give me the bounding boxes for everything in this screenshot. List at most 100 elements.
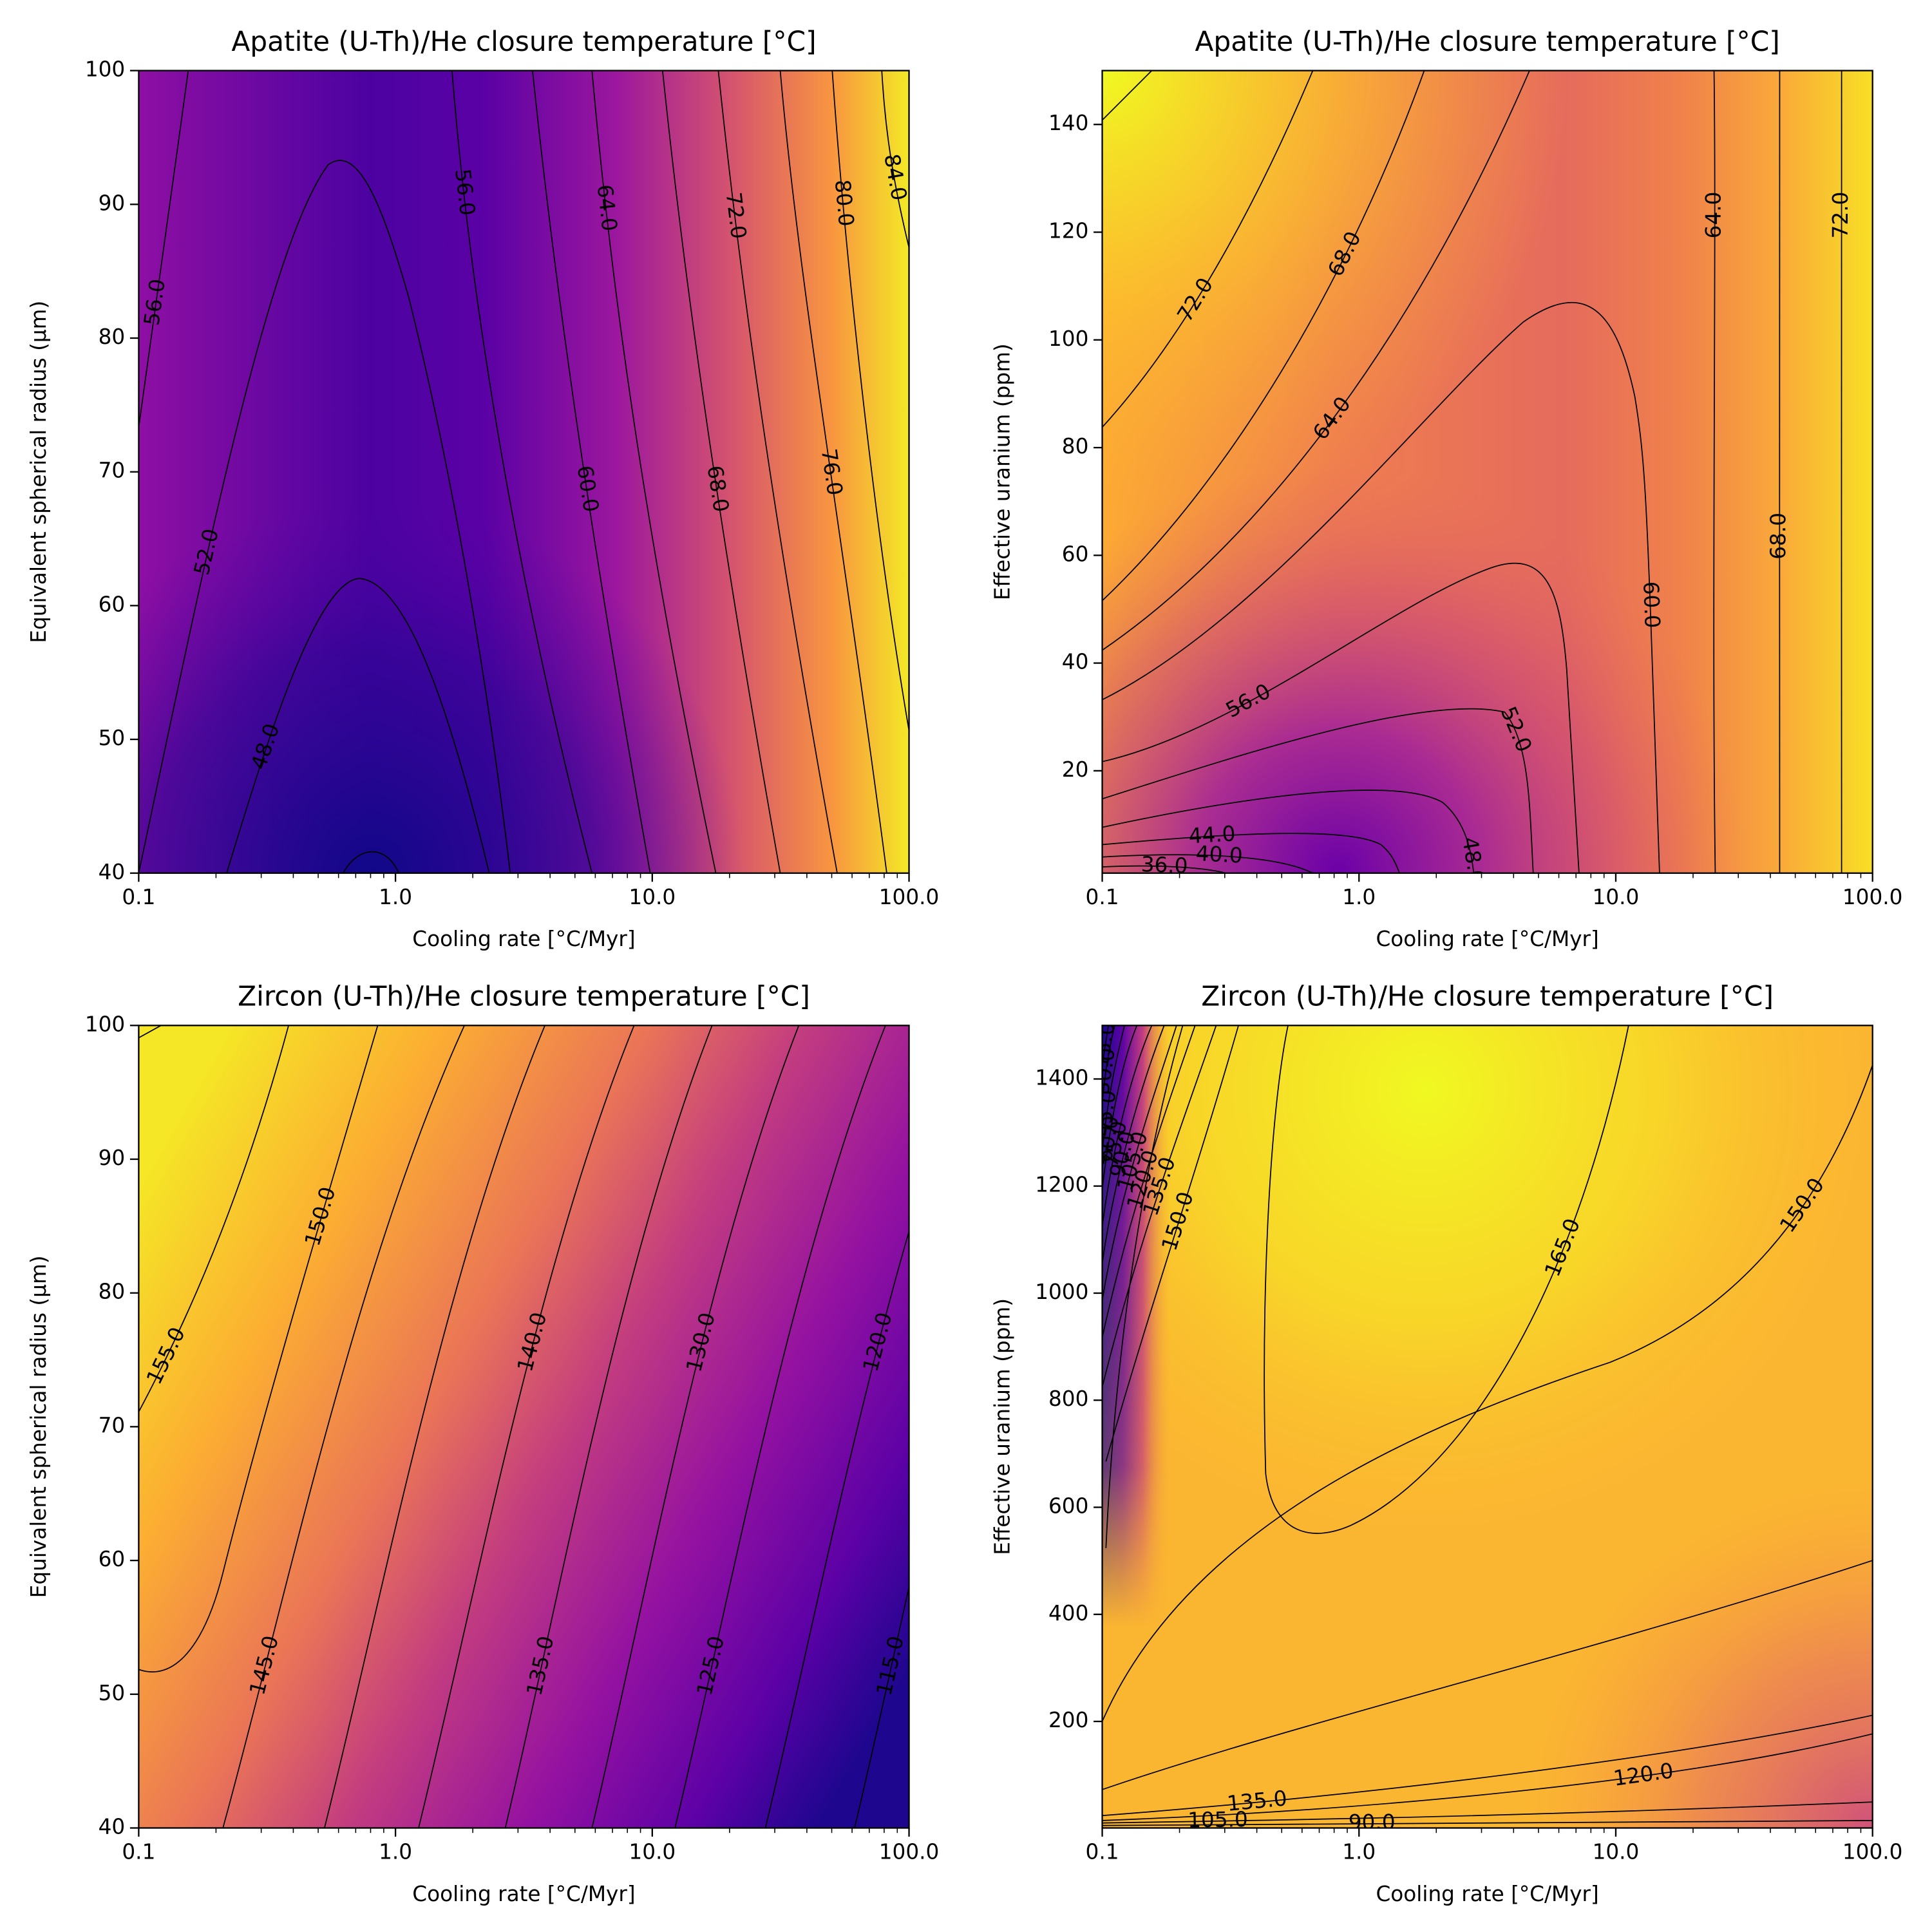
contour-label: 72.0 [721, 191, 752, 240]
y-tick-label: 400 [1048, 1601, 1088, 1625]
y-tick-label: 40 [99, 860, 126, 884]
contour-line [1102, 790, 1475, 873]
contour-line [1102, 1065, 1873, 1722]
y-tick-label: 140 [1048, 111, 1088, 135]
contour-line [451, 70, 593, 873]
contour-line [591, 1025, 800, 1828]
contour-line [1102, 70, 1530, 651]
x-tick-label: 0.1 [122, 1840, 155, 1864]
contour-line [1102, 1025, 1125, 1152]
x-tick-label: 100.0 [879, 1840, 940, 1864]
contour-line [138, 1025, 379, 1672]
contour-line [1102, 1025, 1196, 1338]
contour-line [1264, 1025, 1629, 1534]
x-tick-label: 10.0 [629, 885, 676, 909]
heatmap [1102, 70, 1873, 873]
contour-line [1102, 70, 1314, 428]
contour-line [342, 851, 400, 873]
contour-line [779, 70, 887, 873]
contour-line [418, 1025, 635, 1828]
y-tick-label: 40 [1062, 650, 1089, 674]
y-axis-label: Equivalent spherical radius (μm) [26, 1255, 51, 1598]
contour-line [1102, 70, 1425, 601]
y-tick-label: 90 [99, 191, 126, 215]
contour-line [1102, 1025, 1177, 1301]
x-axis-label: Cooling rate [°C/Myr] [1376, 1882, 1598, 1906]
x-tick-label: 10.0 [629, 1840, 676, 1864]
y-tick-label: 80 [1062, 434, 1089, 459]
contour-line [138, 1025, 162, 1039]
y-axis-label: Equivalent spherical radius (μm) [26, 301, 51, 643]
chart-title: Zircon (U-Th)/He closure temperature [°C… [1201, 981, 1774, 1012]
contour-label: 60.0 [1638, 581, 1665, 629]
y-tick-label: 100 [85, 57, 125, 82]
contour-line [1102, 1560, 1873, 1790]
y-tick-label: 1200 [1035, 1173, 1088, 1197]
y-tick-label: 70 [99, 1413, 126, 1437]
chart-title: Apatite (U-Th)/He closure temperature [°… [231, 26, 816, 57]
x-tick-label: 1.0 [1342, 1840, 1376, 1864]
y-tick-label: 80 [99, 325, 126, 349]
y-tick-label: 200 [1048, 1708, 1088, 1732]
contour-line [661, 70, 781, 873]
contour-line [1102, 1820, 1873, 1826]
contour-line [1102, 1714, 1873, 1817]
contour-line [854, 1584, 909, 1828]
y-tick-label: 40 [99, 1814, 126, 1839]
x-tick-label: 0.1 [122, 885, 155, 909]
contour-line [764, 1229, 909, 1828]
contour-label: 68.0 [1766, 513, 1790, 560]
subplot: 56.052.048.056.060.064.068.072.076.080.0… [26, 26, 939, 951]
contour-label: 44.0 [1188, 821, 1236, 848]
heatmap [1102, 1025, 1873, 1828]
x-tick-label: 0.1 [1086, 1840, 1119, 1864]
contour-label: 64.0 [1701, 192, 1726, 239]
y-tick-label: 90 [99, 1146, 126, 1170]
y-tick-label: 100 [1048, 327, 1088, 351]
contour-line [138, 70, 189, 428]
x-tick-label: 10.0 [1593, 885, 1640, 909]
y-tick-label: 60 [99, 1547, 126, 1571]
y-tick-label: 100 [85, 1012, 125, 1036]
contour-label: 64.0 [592, 183, 622, 232]
contour-line [1779, 70, 1781, 873]
y-tick-label: 50 [99, 1681, 126, 1705]
contour-label: 72.0 [1828, 192, 1853, 239]
contour-label: 80.0 [830, 178, 858, 227]
contour-line [1102, 1025, 1217, 1388]
x-tick-label: 10.0 [1593, 1840, 1640, 1864]
y-tick-label: 1400 [1035, 1065, 1088, 1090]
contour-line [1102, 70, 1153, 121]
contour-line [1102, 1025, 1115, 1103]
contour-line [1102, 1025, 1138, 1189]
contour-line [881, 70, 909, 248]
contour-line [1102, 854, 1313, 873]
contour-label: 135.0 [1226, 1786, 1288, 1816]
x-tick-label: 1.0 [379, 885, 412, 909]
y-axis-label: Effective uranium (ppm) [990, 1298, 1014, 1555]
contour-line [1713, 70, 1716, 873]
contour-line [1102, 1801, 1873, 1824]
contour-line [831, 70, 909, 731]
y-tick-label: 50 [99, 726, 126, 750]
x-axis-label: Cooling rate [°C/Myr] [412, 927, 635, 951]
contour-line [1105, 1025, 1239, 1462]
contour-label: 40.0 [1195, 841, 1244, 868]
heatmap [138, 1025, 909, 1828]
contour-line [717, 70, 838, 873]
contour-line [1102, 1025, 1110, 1065]
contour-line [324, 1025, 545, 1828]
plot-frame [1101, 70, 1873, 874]
contour-line [1841, 70, 1843, 873]
x-tick-label: 1.0 [1342, 885, 1376, 909]
x-tick-label: 100.0 [1842, 885, 1903, 909]
chart-title: Zircon (U-Th)/He closure temperature [°C… [238, 981, 810, 1012]
y-tick-label: 1000 [1035, 1280, 1088, 1304]
contour-line [1102, 865, 1227, 873]
y-tick-label: 60 [1062, 542, 1089, 566]
contour-line [1102, 562, 1580, 873]
contour-line [1105, 1025, 1184, 1548]
y-tick-label: 80 [99, 1280, 126, 1304]
contour-line [674, 1025, 886, 1828]
